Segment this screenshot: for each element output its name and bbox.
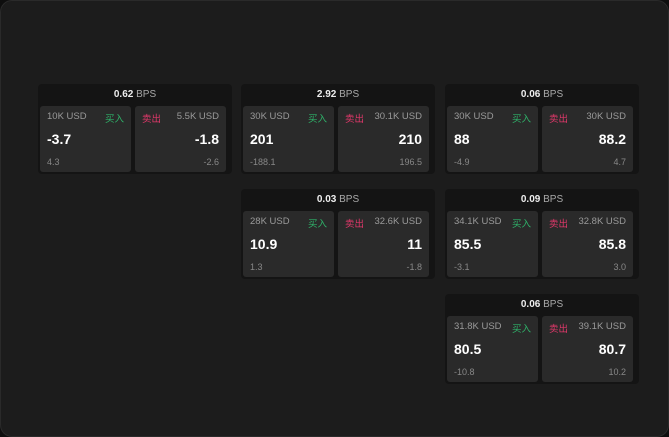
sell-size: 5.5K USD xyxy=(176,111,219,122)
spread-value: 0.06 xyxy=(520,299,541,310)
sell-size: 32.6K USD xyxy=(374,216,422,227)
sell-change: 4.7 xyxy=(613,157,626,167)
buy-size: 30K USD xyxy=(454,111,494,122)
buy-label: 买入 xyxy=(307,114,327,125)
sell-price: 85.8 xyxy=(598,236,626,252)
quote-card: 0.09 BPS 34.1K USD 买入 85.5 -3.1 卖出 32.8K U… xyxy=(445,189,639,279)
buy-change: 4.3 xyxy=(47,157,60,167)
sell-change: 3.0 xyxy=(613,262,626,272)
buy-price: 201 xyxy=(250,131,274,147)
spread-unit: BPS xyxy=(339,194,360,205)
sell-label: 卖出 xyxy=(549,114,569,125)
spread-header: 0.06 BPS xyxy=(445,84,639,105)
buy-label: 买入 xyxy=(511,219,531,230)
buy-label: 买入 xyxy=(104,114,124,125)
spread-unit: BPS xyxy=(543,299,564,310)
spread-value: 0.03 xyxy=(316,194,337,205)
sell-change: -2.6 xyxy=(203,157,219,167)
spread-header: 0.06 BPS xyxy=(445,294,639,315)
quote-card: 0.03 BPS 28K USD 买入 10.9 1.3 卖出 32.6K USD … xyxy=(241,189,435,279)
sell-size: 32.8K USD xyxy=(578,216,626,227)
spread-value: 2.92 xyxy=(316,89,337,100)
spread-header: 0.03 BPS xyxy=(241,189,435,210)
sell-button[interactable]: 卖出 5.5K USD -1.8 -2.6 xyxy=(135,106,226,172)
spread-value: 0.62 xyxy=(113,89,134,100)
quote-card: 0.06 BPS 31.8K USD 买入 80.5 -10.8 卖出 39.1K … xyxy=(445,294,639,384)
quote-card: 0.62 BPS 10K USD 买入 -3.7 4.3 卖出 5.5K USD -… xyxy=(38,84,232,174)
spread-header: 2.92 BPS xyxy=(241,84,435,105)
sell-change: 10.2 xyxy=(608,367,626,377)
quote-card: 0.06 BPS 30K USD 买入 88 -4.9 卖出 30K USD 88.… xyxy=(445,84,639,174)
buy-size: 30K USD xyxy=(250,111,290,122)
sell-size: 39.1K USD xyxy=(578,321,626,332)
sell-size: 30.1K USD xyxy=(374,111,422,122)
sell-price: 11 xyxy=(407,236,422,252)
buy-button[interactable]: 30K USD 买入 88 -4.9 xyxy=(447,106,538,172)
buy-change: -3.1 xyxy=(454,262,470,272)
sell-label: 卖出 xyxy=(549,324,569,335)
spread-unit: BPS xyxy=(543,194,564,205)
sell-price: 88.2 xyxy=(598,131,626,147)
sell-button[interactable]: 卖出 30.1K USD 210 196.5 xyxy=(338,106,429,172)
buy-change: 1.3 xyxy=(250,262,263,272)
buy-size: 28K USD xyxy=(250,216,290,227)
sell-label: 卖出 xyxy=(549,219,569,230)
sell-price: -1.8 xyxy=(194,131,219,147)
spread-header: 0.62 BPS xyxy=(38,84,232,105)
spread-value: 0.06 xyxy=(520,89,541,100)
sell-label: 卖出 xyxy=(345,114,365,125)
buy-button[interactable]: 28K USD 买入 10.9 1.3 xyxy=(243,211,334,277)
sell-size: 30K USD xyxy=(586,111,626,122)
sell-label: 卖出 xyxy=(345,219,365,230)
buy-price: 88 xyxy=(454,131,470,147)
buy-size: 34.1K USD xyxy=(454,216,502,227)
buy-button[interactable]: 34.1K USD 买入 85.5 -3.1 xyxy=(447,211,538,277)
sell-price: 210 xyxy=(398,131,422,147)
spread-unit: BPS xyxy=(339,89,360,100)
buy-label: 买入 xyxy=(511,324,531,335)
buy-change: -4.9 xyxy=(454,157,470,167)
sell-change: -1.8 xyxy=(406,262,422,272)
sell-button[interactable]: 卖出 32.8K USD 85.8 3.0 xyxy=(542,211,633,277)
buy-button[interactable]: 31.8K USD 买入 80.5 -10.8 xyxy=(447,316,538,382)
sell-label: 卖出 xyxy=(142,114,162,125)
sell-price: 80.7 xyxy=(598,341,626,357)
spread-unit: BPS xyxy=(136,89,157,100)
buy-change: -10.8 xyxy=(454,367,475,377)
sell-button[interactable]: 卖出 39.1K USD 80.7 10.2 xyxy=(542,316,633,382)
buy-price: 85.5 xyxy=(454,236,482,252)
buy-price: 10.9 xyxy=(250,236,278,252)
sell-button[interactable]: 卖出 30K USD 88.2 4.7 xyxy=(542,106,633,172)
buy-price: 80.5 xyxy=(454,341,482,357)
buy-label: 买入 xyxy=(511,114,531,125)
spread-header: 0.09 BPS xyxy=(445,189,639,210)
spread-value: 0.09 xyxy=(520,194,541,205)
buy-size: 31.8K USD xyxy=(454,321,502,332)
sell-button[interactable]: 卖出 32.6K USD 11 -1.8 xyxy=(338,211,429,277)
quote-card: 2.92 BPS 30K USD 买入 201 -188.1 卖出 30.1K US… xyxy=(241,84,435,174)
buy-price: -3.7 xyxy=(47,131,72,147)
buy-size: 10K USD xyxy=(47,111,87,122)
buy-button[interactable]: 10K USD 买入 -3.7 4.3 xyxy=(40,106,131,172)
buy-button[interactable]: 30K USD 买入 201 -188.1 xyxy=(243,106,334,172)
buy-change: -188.1 xyxy=(250,157,276,167)
buy-label: 买入 xyxy=(307,219,327,230)
sell-change: 196.5 xyxy=(399,157,422,167)
spread-unit: BPS xyxy=(543,89,564,100)
